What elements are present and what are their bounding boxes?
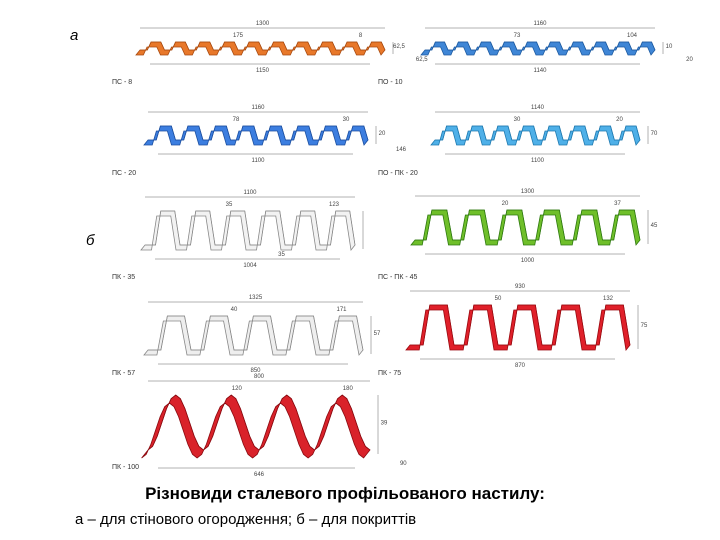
profile-sheet [143, 125, 369, 146]
dimension-label: 62,5 [393, 44, 405, 50]
dimension-label: 146 [396, 147, 407, 153]
profile-name: ПК - 57 [112, 370, 135, 377]
profile-sheet [430, 125, 641, 146]
mark-b: б [86, 232, 95, 249]
dimension-label: 1140 [531, 105, 545, 111]
dimension-label: 20 [686, 57, 693, 63]
dimension-label: 800 [254, 374, 265, 380]
dimension-label: 20 [502, 201, 509, 207]
dimension-label: 850 [250, 368, 261, 374]
dimension-label: 180 [343, 386, 354, 392]
profile-edge [435, 125, 641, 141]
profile-edge [425, 41, 656, 51]
dimension-label: 39 [381, 421, 388, 427]
dimension-label: 1325 [249, 295, 263, 301]
profile-edge [415, 209, 641, 241]
dimension-label: 62,5 [416, 57, 428, 63]
dimension-label: 57 [374, 331, 381, 337]
dimension-label: 45 [651, 223, 658, 229]
dimension-label: 1160 [534, 21, 548, 27]
dimension-label: 90 [400, 461, 407, 467]
profile-edge [140, 41, 386, 51]
dimension-label: 1100 [531, 158, 545, 164]
dimension-label: 870 [515, 363, 526, 369]
caption-subtitle: а – для стінового огородження; б – для п… [75, 511, 416, 528]
dimension-label: 120 [232, 386, 243, 392]
profile-sheet [143, 315, 364, 356]
profile-edge [410, 304, 631, 346]
profile-name: ПК - 100 [112, 464, 139, 471]
dimension-label: 10 [666, 44, 673, 50]
dimension-label: 1100 [244, 190, 258, 196]
profile-edge [147, 394, 371, 451]
dimension-label: 1100 [252, 158, 266, 164]
dimension-label: 30 [343, 117, 350, 123]
profile-name: ПС - 8 [112, 79, 132, 86]
profile-edge [148, 315, 364, 351]
profile-name: ПС - 20 [112, 170, 136, 177]
profile-edge [148, 125, 369, 141]
dimension-label: 1160 [252, 105, 266, 111]
dimension-label: 35 [226, 202, 233, 208]
dimension-label: 40 [231, 307, 238, 313]
dimension-label: 37 [614, 201, 621, 207]
profile-sheet [141, 394, 371, 459]
mark-a: а [70, 27, 78, 44]
profile-sheet [135, 41, 386, 56]
dimension-label: 1004 [243, 263, 257, 269]
dimension-label: 171 [336, 307, 347, 313]
profile-name: ПК - 35 [112, 274, 135, 281]
dimension-label: 930 [515, 284, 526, 290]
dimension-label: 123 [329, 202, 340, 208]
profile-name: ПК - 75 [378, 370, 401, 377]
dimension-label: 1000 [521, 258, 535, 264]
dimension-label: 20 [616, 117, 623, 123]
dimension-label: 20 [379, 131, 386, 137]
dimension-label: 1300 [521, 189, 535, 195]
dimension-label: 78 [233, 117, 240, 123]
profile-sheet [405, 304, 631, 351]
dimension-label: 104 [627, 33, 638, 39]
profile-sheet [420, 41, 656, 56]
profile-name: ПО - ПК - 20 [378, 170, 418, 177]
profile-edge [145, 210, 356, 246]
caption-title: Різновиди сталевого профільованого насти… [145, 484, 545, 503]
profile-name: ПС - ПК - 45 [378, 274, 418, 281]
dimension-label: 1300 [256, 21, 270, 27]
dimension-label: 175 [233, 33, 244, 39]
dimension-label: 646 [254, 472, 265, 478]
dimension-label: 73 [514, 33, 521, 39]
dimension-label: 50 [495, 296, 502, 302]
dimension-label: 35 [278, 252, 285, 258]
dimension-label: 75 [641, 323, 648, 329]
dimension-label: 70 [651, 131, 658, 137]
dimension-label: 8 [359, 33, 363, 39]
dimension-label: 30 [514, 117, 521, 123]
dimension-label: 1140 [534, 68, 548, 74]
profile-name: ПО - 10 [378, 79, 403, 86]
dimension-label: 132 [603, 296, 614, 302]
dimension-label: 1150 [256, 68, 270, 74]
